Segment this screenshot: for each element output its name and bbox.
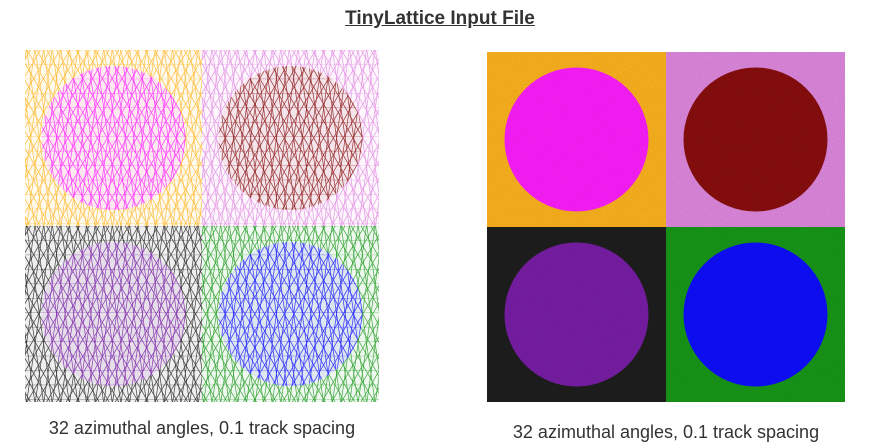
fuel-region-top-left <box>504 67 649 212</box>
left-caption: 32 azimuthal angles, 0.1 track spacing <box>48 418 356 438</box>
moderator-tracks-bottom-right <box>202 226 379 402</box>
region-cell-bottom-right <box>666 227 845 402</box>
region-map-figure <box>487 52 845 402</box>
track-cell-top-right <box>202 50 379 226</box>
moderator-tracks-top-right <box>202 50 379 226</box>
region-map-panel <box>487 52 845 402</box>
track-cell-bottom-left <box>25 226 202 402</box>
track-cell-top-left <box>25 50 202 226</box>
right-caption: 32 azimuthal angles, 0.1 track spacing <box>512 422 820 442</box>
track-cell-bottom-right <box>202 226 379 402</box>
fuel-tracks-bottom-right <box>218 242 363 386</box>
moderator-tracks-top-left <box>25 50 202 226</box>
fuel-region-bottom-left <box>504 242 649 387</box>
region-cell-bottom-left <box>487 227 666 402</box>
moderator-tracks-bottom-left <box>25 226 202 402</box>
fuel-region-top-right <box>683 67 828 212</box>
page-title: TinyLattice Input File <box>345 8 535 29</box>
fuel-tracks-bottom-left <box>41 242 186 386</box>
region-cell-top-right <box>666 52 845 227</box>
track-lattice-figure <box>25 50 379 402</box>
fuel-region-bottom-right <box>683 242 828 387</box>
track-lattice-panel <box>25 50 379 402</box>
region-cell-top-left <box>487 52 666 227</box>
